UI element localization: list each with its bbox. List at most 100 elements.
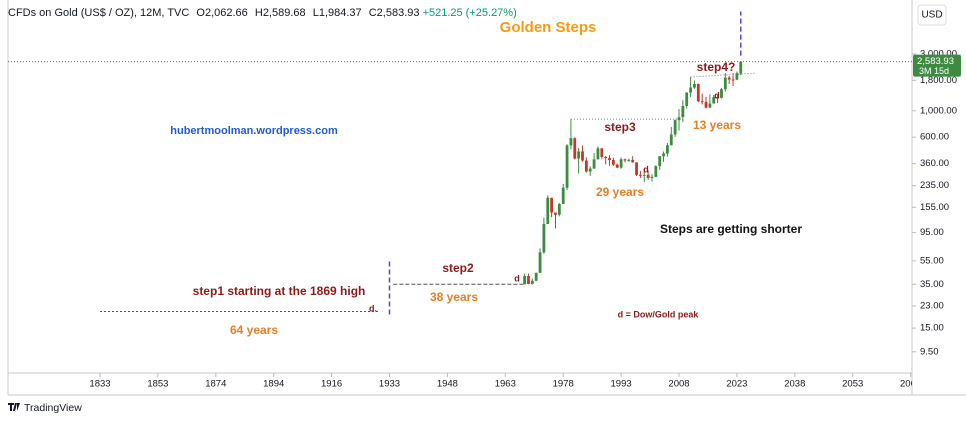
y-tick-label: 3,000.00 [920, 48, 957, 59]
candle-body [561, 187, 565, 205]
candle-body [534, 272, 538, 281]
annotation: hubertmoolman.wordpress.com [170, 125, 338, 137]
candle-body [669, 134, 673, 146]
y-tick-label: 1,800.00 [920, 75, 957, 86]
candle-body [720, 89, 723, 98]
ohlc-value: 2,589.68 [262, 7, 306, 19]
candle-body [723, 77, 727, 90]
x-tick-label: 1916 [321, 379, 342, 390]
y-tick-label: 35.00 [920, 279, 944, 290]
candle-body [557, 204, 561, 215]
symbol: CFDs on Gold (US$ / OZ), 12M, TVC [8, 7, 190, 19]
x-tick-label: 1963 [495, 379, 516, 390]
y-tick-label: 600.00 [920, 132, 949, 143]
x-tick-label: 1948 [437, 379, 458, 390]
x-tick-label: 2068 [900, 379, 921, 390]
x-tick-label: 1874 [205, 379, 226, 390]
tv-logo [8, 403, 20, 411]
candle-body [731, 79, 735, 81]
candle-body [550, 197, 554, 213]
candle-body [681, 106, 685, 118]
candle-body [712, 97, 716, 104]
ohlc-value: 2,583.93 [376, 7, 420, 19]
x-tick-label: 1894 [263, 379, 284, 390]
candle-body [581, 151, 584, 161]
candle-body [611, 160, 615, 165]
y-tick-label: 155.00 [920, 202, 949, 213]
x-tick-label: 2023 [726, 379, 747, 390]
candle-body [619, 159, 623, 168]
annotation: step4? [697, 60, 736, 74]
annotation: 64 years [230, 323, 278, 337]
ohlc-key: O [196, 7, 205, 19]
candle-body [650, 176, 654, 178]
ohlc-value: 2,062.66 [204, 7, 248, 19]
candle-body [627, 159, 631, 161]
x-tick-label: 1853 [147, 379, 168, 390]
annotation: step1 starting at the 1869 high [193, 284, 366, 298]
annotation: 38 years [430, 290, 478, 304]
legend: CFDs on Gold (US$ / OZ), 12M, TVC O2,062… [8, 7, 517, 19]
annotation: d [643, 164, 649, 174]
candle-body [600, 148, 604, 157]
annotation: Golden Steps [500, 19, 597, 36]
annotation: d. [369, 303, 377, 313]
annotation: d [714, 90, 720, 100]
candle-body [527, 276, 530, 284]
candle-body [689, 87, 692, 93]
candle-body [642, 174, 646, 176]
candle-body [530, 280, 534, 284]
candle-body [596, 148, 600, 160]
brand: TradingView [24, 402, 82, 414]
ohlc-key: H [254, 7, 263, 19]
candle-body [685, 92, 689, 107]
candle-body [546, 197, 550, 225]
annotation: step3 [604, 120, 636, 134]
countdown: 3M 15d [919, 66, 949, 76]
candle-body [693, 84, 696, 88]
candle-body [696, 84, 700, 102]
candle-body [523, 276, 526, 285]
change: +521.25 (+25.27%) [422, 7, 517, 19]
y-tick-label: 55.00 [920, 255, 944, 266]
candle-body [615, 164, 619, 168]
annotation: Steps are getting shorter [660, 222, 802, 236]
candle-body [554, 212, 557, 215]
x-tick-label: 2038 [784, 379, 805, 390]
annotation: 13 years [693, 118, 741, 132]
candle-body [592, 159, 596, 169]
candle-body [646, 174, 650, 178]
candle-body [704, 102, 708, 108]
step-line [690, 72, 757, 78]
candle-body [735, 73, 739, 80]
candle-body [658, 156, 662, 167]
x-tick-label: 2053 [842, 379, 863, 390]
y-tick-label: 235.00 [920, 180, 949, 191]
annotation: 29 years [596, 185, 644, 199]
candle-body [538, 252, 542, 273]
candle-body [588, 168, 592, 172]
currency[interactable]: USD [921, 10, 942, 21]
y-tick-label: 23.00 [920, 300, 944, 311]
candle-body [604, 156, 608, 159]
y-tick-label: 360.00 [920, 158, 949, 169]
candle-body [662, 153, 665, 157]
candle-body [677, 117, 681, 121]
ohlc-value: 1,984.37 [318, 7, 362, 19]
candle-body [739, 61, 743, 74]
annotation: step2 [442, 261, 474, 275]
x-tick-label: 2008 [668, 379, 689, 390]
annotation: d [514, 273, 520, 283]
price-label-box [913, 54, 961, 77]
x-tick-label: 1833 [89, 379, 110, 390]
candle-body [635, 162, 638, 175]
candle-body [577, 151, 581, 159]
candle-body [608, 158, 611, 161]
currency-box[interactable] [917, 4, 947, 26]
candle-body [716, 97, 719, 99]
y-tick-label: 1,000.00 [920, 105, 957, 116]
candle-body [639, 174, 642, 176]
candle-body [700, 101, 704, 103]
